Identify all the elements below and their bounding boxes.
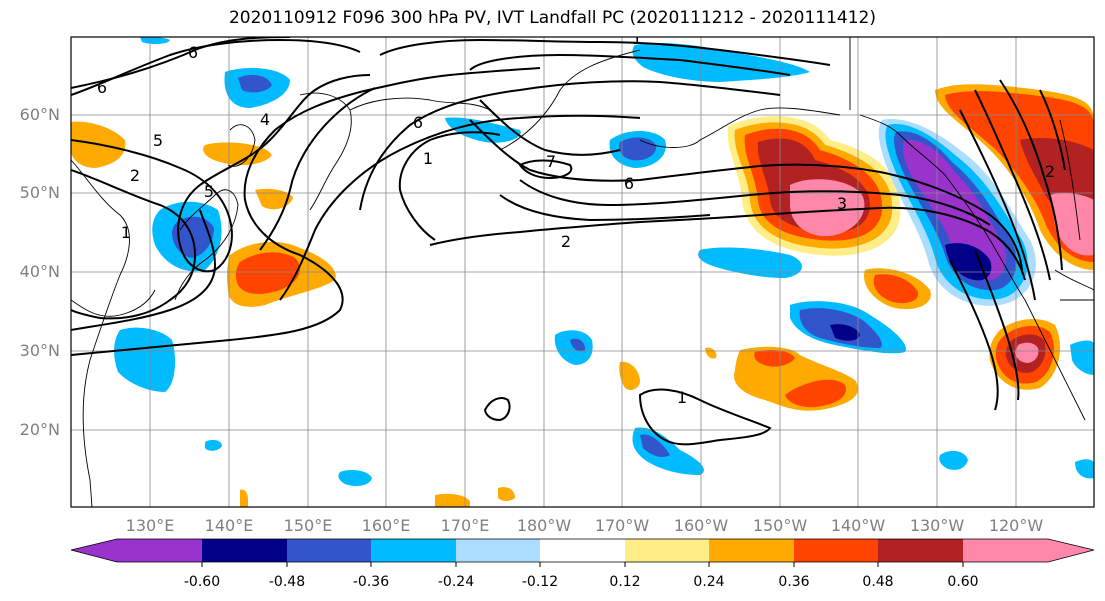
colorbar-swatch (456, 539, 540, 562)
lon-label: 180°W (517, 516, 572, 535)
contour-label: 6 (413, 113, 423, 132)
colorbar-swatch (794, 539, 878, 562)
contour-label: 3 (837, 194, 847, 213)
colorbar-extension-high (1048, 539, 1094, 562)
contour-label: 5 (153, 131, 163, 150)
contour-label: 5 (204, 182, 214, 201)
colorbar-tick-label: -0.48 (269, 574, 305, 590)
lon-label: 160°E (362, 516, 411, 535)
colorbar-tick-label: 0.48 (862, 574, 893, 590)
colorbar-swatch (117, 539, 202, 562)
lon-label: 150°W (753, 516, 808, 535)
colorbar-swatch (287, 539, 371, 562)
contour-labels: 6 6 5 4 2 1 5 6 1 7 6 3 2 1 2 1 (97, 29, 1055, 407)
colorbar-tick-label: 0.24 (693, 574, 724, 590)
lon-label: 120°W (989, 516, 1044, 535)
colorbar-extension-low (71, 539, 117, 562)
lat-label: 50°N (20, 183, 60, 202)
lon-label: 170°W (595, 516, 650, 535)
colorbar-outline (70, 538, 1095, 563)
lon-label: 140°E (205, 516, 254, 535)
colorbar-swatch (371, 539, 456, 562)
colorbar-tick-label: -0.36 (353, 574, 389, 590)
colorbar-tick-label: -0.60 (184, 574, 220, 590)
contour-label: 2 (561, 232, 571, 251)
map-title: 2020110912 F096 300 hPa PV, IVT Landfall… (228, 8, 876, 28)
coastlines (71, 37, 1094, 507)
colorbar-tick-label: 0.36 (778, 574, 809, 590)
latitude-labels: 60°N 50°N 40°N 30°N 20°N (20, 105, 60, 439)
colorbar-swatch (878, 539, 963, 562)
lat-label: 20°N (20, 420, 60, 439)
contour-label: 2 (130, 166, 140, 185)
contour-label: 1 (423, 149, 433, 168)
contour-label: 6 (624, 174, 634, 193)
colorbar: -0.60 -0.48 -0.36 -0.24 -0.12 0.12 0.24 … (70, 538, 1095, 590)
graticule (71, 37, 1094, 507)
colorbar-swatch (709, 539, 794, 562)
lon-label: 140°W (831, 516, 886, 535)
lat-label: 60°N (20, 105, 60, 124)
lon-label: 130°W (910, 516, 965, 535)
contour-label: 1 (632, 29, 642, 48)
lon-label: 130°E (126, 516, 175, 535)
contour-label: 6 (188, 43, 198, 62)
contour-label: 6 (97, 78, 107, 97)
pv-contour-lines (71, 37, 1066, 446)
lon-label: 150°E (284, 516, 333, 535)
longitude-labels: 130°E 140°E 150°E 160°E 170°E 180°W 170°… (126, 516, 1044, 535)
colorbar-tick-label: -0.24 (438, 574, 474, 590)
contour-label: 7 (546, 152, 556, 171)
lat-label: 30°N (20, 341, 60, 360)
colorbar-swatch (540, 539, 625, 562)
colorbar-swatch (202, 539, 287, 562)
colorbar-tick-labels: -0.60 -0.48 -0.36 -0.24 -0.12 0.12 0.24 … (184, 574, 979, 590)
colorbar-swatch (625, 539, 709, 562)
lon-label: 170°E (441, 516, 490, 535)
contour-label: 2 (1045, 162, 1055, 181)
colorbar-swatch (963, 539, 1048, 562)
lon-label: 160°W (674, 516, 729, 535)
contour-label: 1 (677, 388, 687, 407)
contour-label: 1 (121, 223, 131, 242)
colorbar-ticks (201, 562, 964, 567)
contour-label: 4 (260, 110, 270, 129)
map-frame (70, 36, 1095, 508)
colorbar-swatches (71, 539, 1094, 562)
colorbar-tick-label: 0.60 (947, 574, 978, 590)
colorbar-tick-label: -0.12 (522, 574, 558, 590)
colorbar-tick-label: 0.12 (609, 574, 640, 590)
lat-label: 40°N (20, 262, 60, 281)
